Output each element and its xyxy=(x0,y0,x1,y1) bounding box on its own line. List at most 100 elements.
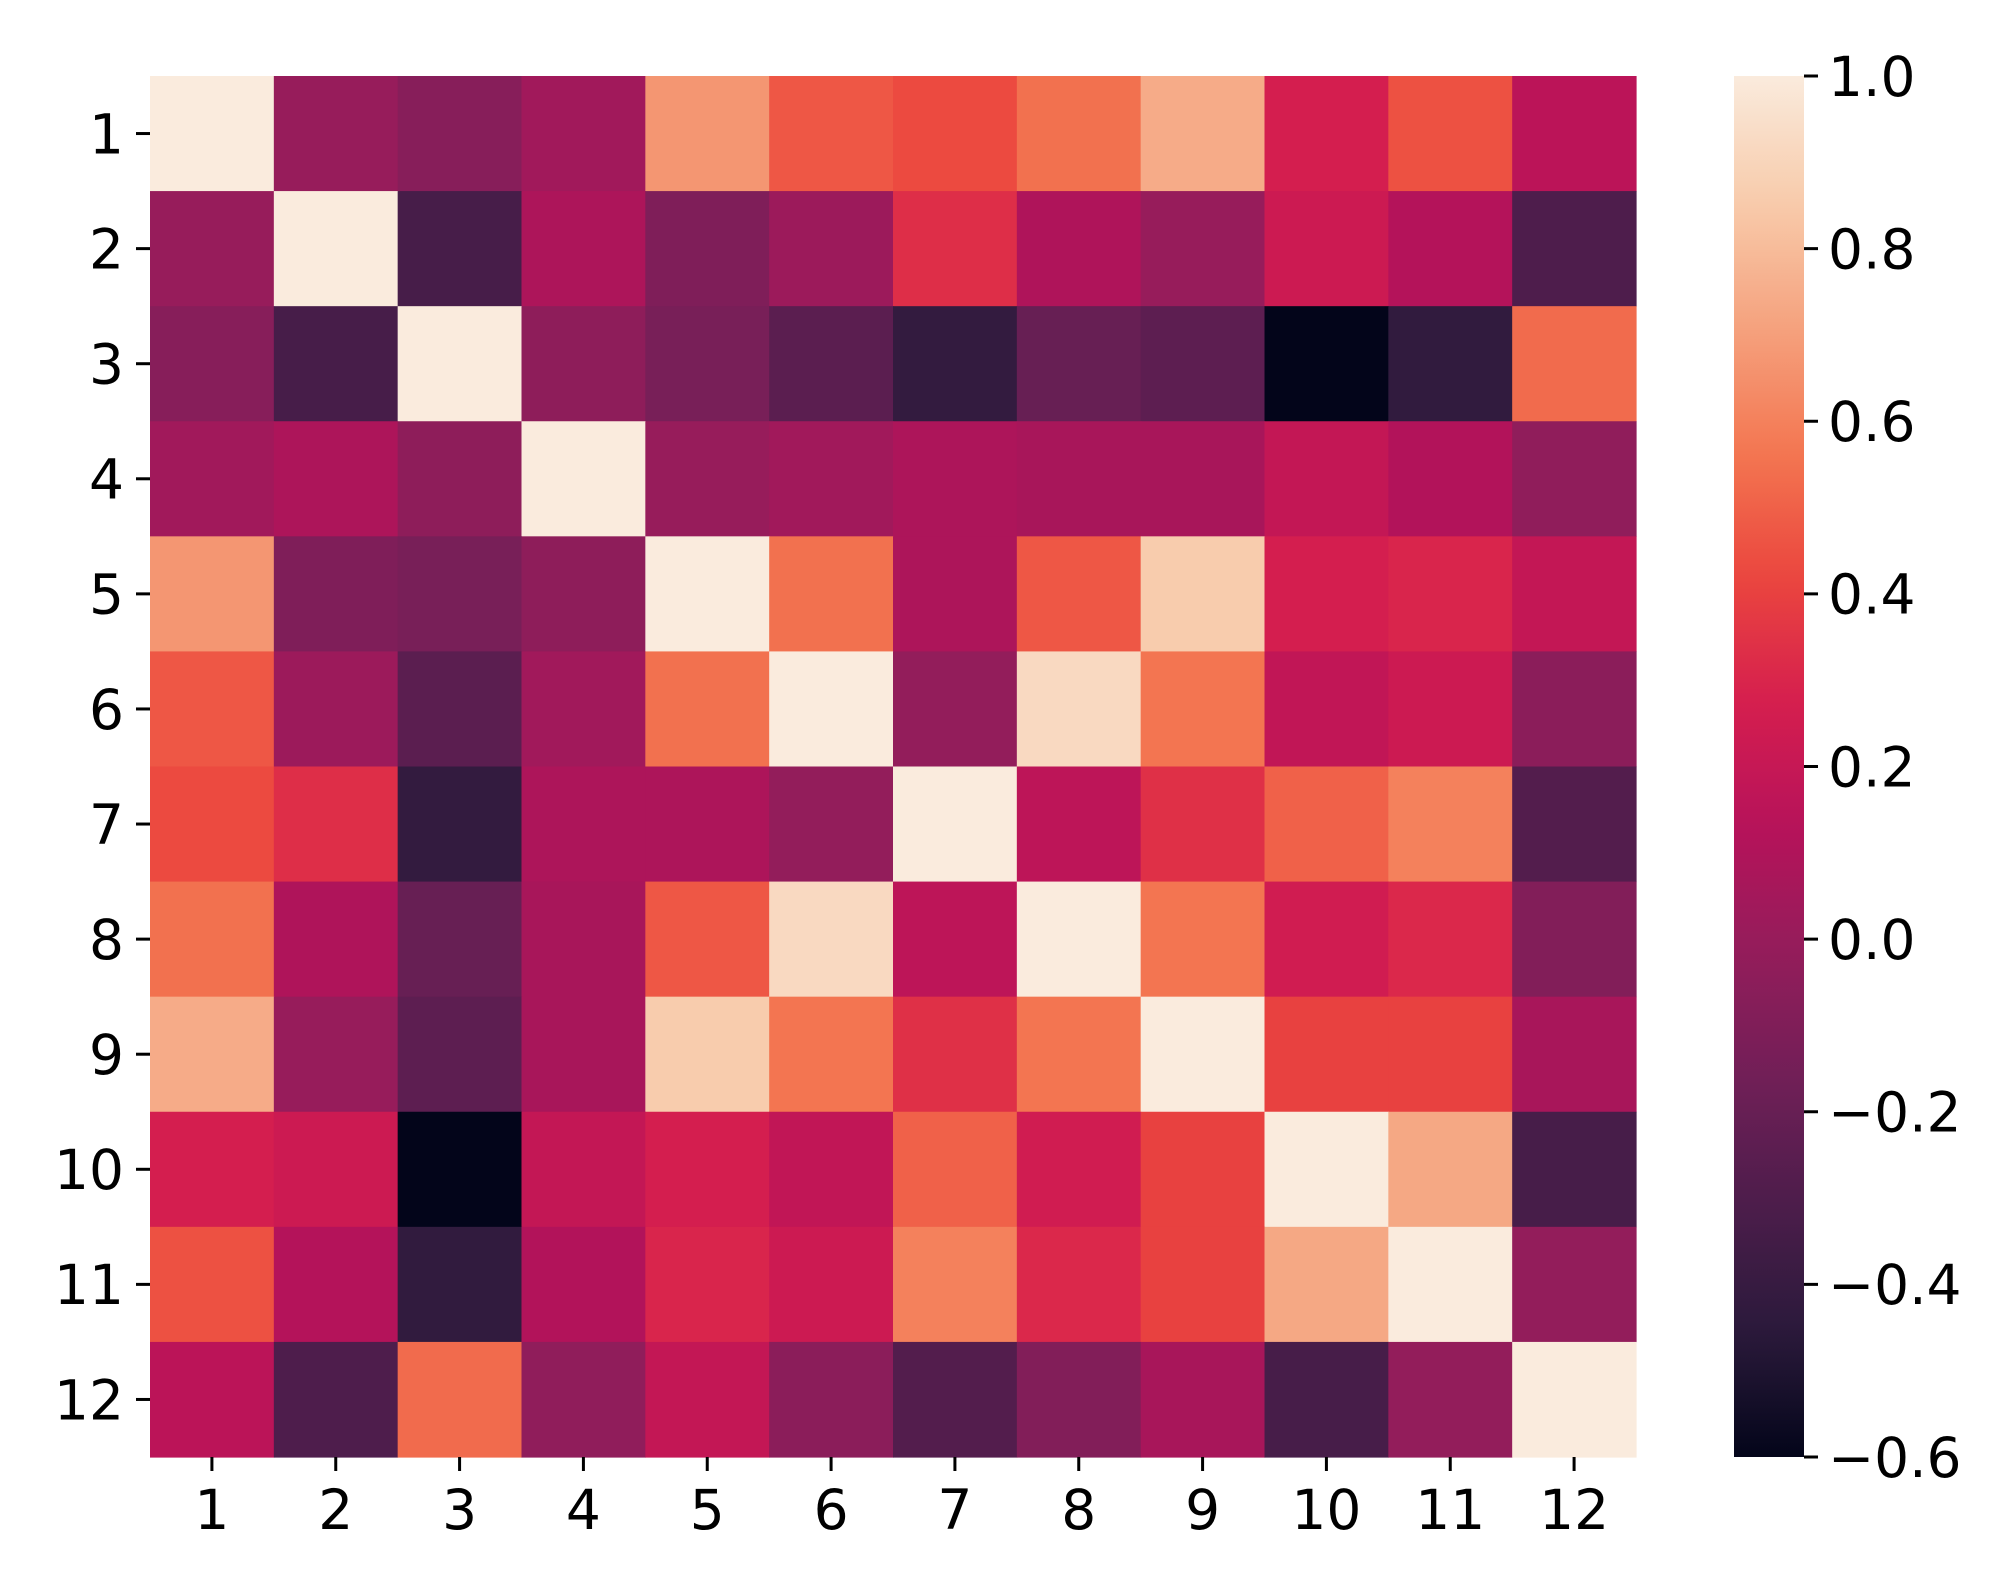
x-tick-label: 10 xyxy=(1291,1478,1361,1542)
heatmap-cell-r10-c7 xyxy=(893,1111,1018,1228)
heatmap-cell-r1-c9 xyxy=(1140,76,1266,192)
y-tick-label: 11 xyxy=(54,1253,124,1317)
heatmap-cell-r3-c2 xyxy=(273,306,399,422)
heatmap-cell-r2-c1 xyxy=(150,191,275,307)
heatmap-cell-r9-c12 xyxy=(1512,996,1637,1113)
heatmap-cell-r5-c1 xyxy=(150,536,275,653)
heatmap-cell-r10-c6 xyxy=(769,1111,894,1228)
heatmap-cell-r9-c7 xyxy=(893,996,1018,1113)
heatmap-cell-r1-c3 xyxy=(397,76,523,192)
heatmap-cell-r10-c5 xyxy=(645,1111,770,1228)
heatmap-cell-r1-c2 xyxy=(273,76,399,192)
y-tick-label: 12 xyxy=(54,1368,124,1432)
heatmap-cell-r2-c7 xyxy=(893,191,1018,307)
heatmap-cell-r3-c3 xyxy=(397,306,523,422)
heatmap-cell-r10-c12 xyxy=(1512,1111,1637,1228)
heatmap-cell-r1-c6 xyxy=(769,76,894,192)
heatmap-cell-r1-c12 xyxy=(1512,76,1637,192)
heatmap-cell-r2-c3 xyxy=(397,191,523,307)
y-tick-label: 8 xyxy=(89,908,124,972)
heatmap-cell-r3-c7 xyxy=(893,306,1018,422)
heatmap-cell-r10-c8 xyxy=(1016,1111,1142,1228)
heatmap-cell-r8-c9 xyxy=(1140,881,1266,998)
y-tick-label: 1 xyxy=(89,102,124,166)
heatmap-cell-r4-c3 xyxy=(397,421,523,537)
heatmap-cell-r12-c4 xyxy=(521,1341,646,1458)
heatmap-cell-r10-c2 xyxy=(273,1111,399,1228)
colorbar-tick-label: 1.0 xyxy=(1828,45,1915,109)
heatmap-cell-r1-c4 xyxy=(521,76,646,192)
heatmap-cell-r6-c5 xyxy=(645,651,770,768)
heatmap-cell-r11-c6 xyxy=(769,1226,894,1343)
heatmap-cell-r12-c3 xyxy=(397,1341,523,1458)
heatmap-cell-r11-c1 xyxy=(150,1226,275,1343)
heatmap-cell-r11-c4 xyxy=(521,1226,646,1343)
y-tick-label: 10 xyxy=(54,1138,124,1202)
heatmap-cell-r8-c1 xyxy=(150,881,275,998)
colorbar-tick-label: −0.4 xyxy=(1828,1253,1962,1317)
heatmap-cell-r8-c11 xyxy=(1388,881,1513,998)
x-tick-label: 9 xyxy=(1185,1478,1220,1542)
heatmap-cell-r4-c2 xyxy=(273,421,399,537)
heatmap-cell-r6-c4 xyxy=(521,651,646,768)
y-tick-label: 4 xyxy=(89,448,124,512)
heatmap-cell-r10-c3 xyxy=(397,1111,523,1228)
heatmap-cell-r11-c5 xyxy=(645,1226,770,1343)
heatmap-cell-r1-c5 xyxy=(645,76,770,192)
heatmap-cell-r2-c2 xyxy=(273,191,399,307)
heatmap-cell-r7-c7 xyxy=(893,766,1018,883)
heatmap-cell-r6-c3 xyxy=(397,651,523,768)
heatmap-cell-r1-c7 xyxy=(893,76,1018,192)
heatmap-cell-r2-c10 xyxy=(1264,191,1389,307)
colorbar-tick-label: 0.4 xyxy=(1828,563,1915,627)
heatmap-cell-r1-c11 xyxy=(1388,76,1513,192)
y-tick-label: 9 xyxy=(89,1023,124,1087)
heatmap-cell-r9-c4 xyxy=(521,996,646,1113)
heatmap-cell-r6-c6 xyxy=(769,651,894,768)
heatmap-cell-r12-c8 xyxy=(1016,1341,1142,1458)
heatmap-cell-r9-c2 xyxy=(273,996,399,1113)
heatmap-cell-r5-c5 xyxy=(645,536,770,653)
heatmap-cell-r9-c9 xyxy=(1140,996,1266,1113)
y-tick-label: 6 xyxy=(89,678,124,742)
heatmap-cell-r7-c4 xyxy=(521,766,646,883)
heatmap-cell-r8-c6 xyxy=(769,881,894,998)
y-tick-label: 3 xyxy=(89,333,124,397)
heatmap-cell-r6-c7 xyxy=(893,651,1018,768)
heatmap-cell-r12-c11 xyxy=(1388,1341,1513,1458)
heatmap-cell-r3-c6 xyxy=(769,306,894,422)
heatmap-cell-r10-c11 xyxy=(1388,1111,1513,1228)
heatmap-cell-r5-c11 xyxy=(1388,536,1513,653)
heatmap-cell-r4-c1 xyxy=(150,421,275,537)
heatmap-cell-r5-c3 xyxy=(397,536,523,653)
heatmap-cell-r2-c9 xyxy=(1140,191,1266,307)
heatmap-cell-r11-c12 xyxy=(1512,1226,1637,1343)
x-tick-label: 11 xyxy=(1415,1478,1485,1542)
heatmap-cell-r9-c11 xyxy=(1388,996,1513,1113)
heatmap-cell-r4-c10 xyxy=(1264,421,1389,537)
y-tick-label: 7 xyxy=(89,793,124,857)
heatmap-cell-r11-c9 xyxy=(1140,1226,1266,1343)
heatmap-cell-r10-c1 xyxy=(150,1111,275,1228)
heatmap-cell-r4-c11 xyxy=(1388,421,1513,537)
x-axis: 1 2 3 4 5 6 7 8 9 10 11 12 xyxy=(194,1457,1609,1542)
heatmap-cell-r1-c10 xyxy=(1264,76,1389,192)
heatmap-cell-r5-c8 xyxy=(1016,536,1142,653)
x-tick-label: 3 xyxy=(442,1478,477,1542)
heatmap-cell-r8-c4 xyxy=(521,881,646,998)
colorbar-tick-label: 0.2 xyxy=(1828,735,1915,799)
heatmap-cell-r10-c4 xyxy=(521,1111,646,1228)
heatmap-cell-r3-c9 xyxy=(1140,306,1266,422)
heatmap-cell-r5-c4 xyxy=(521,536,646,653)
colorbar-tick-label: 0.6 xyxy=(1828,390,1915,454)
colorbar-tick-label: 0.0 xyxy=(1828,908,1915,972)
heatmap-cell-r11-c7 xyxy=(893,1226,1018,1343)
x-tick-label: 1 xyxy=(194,1478,229,1542)
heatmap-cell-r5-c2 xyxy=(273,536,399,653)
heatmap-cell-r4-c12 xyxy=(1512,421,1637,537)
heatmap-cell-r9-c3 xyxy=(397,996,523,1113)
heatmap-cell-r1-c8 xyxy=(1016,76,1142,192)
heatmap-cell-r9-c6 xyxy=(769,996,894,1113)
heatmap-cell-r2-c5 xyxy=(645,191,770,307)
